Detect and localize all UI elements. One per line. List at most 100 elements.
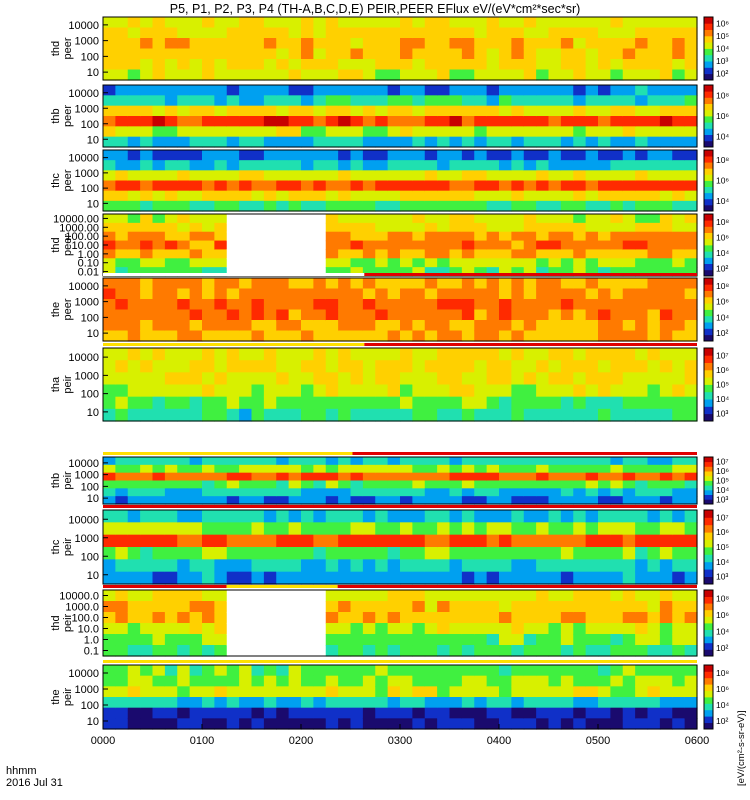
spectrogram-cell: [288, 95, 302, 107]
spectrogram-cell: [325, 675, 339, 687]
spectrogram-cell: [338, 17, 352, 29]
spectrogram-cell: [461, 278, 475, 290]
spectrogram-cell: [585, 222, 599, 233]
spectrogram-cell: [659, 27, 673, 39]
spectrogram-cell: [103, 488, 116, 497]
colorbar-segment: [704, 690, 713, 698]
spectrogram-cell: [412, 464, 426, 474]
spectrogram-cell: [375, 645, 389, 657]
spectrogram-cell: [659, 697, 673, 709]
spectrogram-cell: [115, 160, 129, 171]
spectrogram-cell: [672, 634, 686, 646]
spectrogram-cell: [288, 707, 302, 719]
spectrogram-cell: [511, 348, 525, 361]
spectrogram-cell: [610, 278, 624, 290]
spectrogram-cell: [263, 697, 277, 709]
spectrogram-cell: [536, 472, 550, 482]
spectrogram-cell: [313, 571, 327, 585]
spectrogram-cell: [127, 408, 141, 422]
spectrogram-cell: [226, 612, 240, 624]
spectrogram-cell: [177, 718, 191, 730]
spectrogram-cell: [189, 590, 203, 602]
spectrogram-cell: [610, 464, 624, 474]
spectrogram-cell: [115, 240, 129, 251]
spectrogram-cell: [251, 645, 265, 657]
spectrogram-cell: [511, 267, 525, 277]
spectrogram-cell: [177, 675, 191, 687]
spectrogram-cell: [437, 136, 451, 148]
spectrogram-cell: [338, 267, 352, 277]
spectrogram-cell: [313, 38, 327, 50]
spectrogram-cell: [548, 320, 562, 332]
spectrogram-cell: [598, 85, 611, 96]
spectrogram-cell: [560, 95, 574, 107]
spectrogram-cell: [573, 496, 587, 505]
spectrogram-cell: [610, 665, 624, 677]
spectrogram-cell: [226, 258, 240, 268]
spectrogram-cell: [437, 160, 451, 171]
spectrogram-cell: [585, 372, 599, 386]
spectrogram-cell: [684, 372, 698, 386]
spectrogram-cell: [115, 59, 129, 71]
spectrogram-cell: [659, 160, 673, 171]
spectrogram-cell: [610, 299, 624, 311]
spectrogram-cell: [424, 38, 438, 50]
colorbar-segment: [704, 603, 713, 611]
spectrogram-cell: [585, 408, 599, 422]
spectrogram-cell: [610, 126, 624, 138]
spectrogram-cell: [387, 522, 401, 536]
spectrogram-cell: [313, 686, 327, 698]
spectrogram-cell: [239, 623, 253, 635]
spectrogram-cell: [449, 686, 463, 698]
y-tick-label: 10: [87, 134, 99, 146]
spectrogram-cell: [103, 547, 116, 560]
spectrogram-cell: [622, 675, 636, 687]
spectrogram-cell: [288, 571, 302, 585]
spectrogram-cell: [449, 408, 463, 422]
spectrogram-cell: [338, 190, 352, 202]
spectrogram-cell: [560, 222, 574, 233]
spectrogram-cell: [622, 48, 636, 60]
spectrogram-cell: [474, 480, 488, 489]
spectrogram-cell: [313, 231, 327, 242]
spectrogram-cell: [177, 190, 191, 202]
spectrogram-cell: [103, 309, 116, 321]
spectrogram-cell: [152, 190, 166, 202]
spectrogram-cell: [647, 384, 661, 398]
spectrogram-cell: [362, 222, 376, 233]
spectrogram-cell: [536, 170, 550, 182]
colorbar-frame: [703, 149, 714, 212]
spectrogram-cell: [115, 320, 129, 332]
colorbar-segment: [704, 17, 713, 24]
spectrogram-cell: [375, 547, 389, 560]
spectrogram-cell: [499, 320, 512, 332]
spectrogram-cell: [400, 126, 413, 138]
spectrogram-cell: [437, 190, 451, 202]
spectrogram-cell: [610, 190, 624, 202]
spectrogram-cell: [499, 214, 512, 224]
spectrogram-cell: [177, 258, 191, 268]
spectrogram-cell: [164, 522, 178, 536]
colorbar-tick-label: 10⁵: [716, 380, 729, 390]
spectrogram-cell: [288, 160, 302, 171]
spectrogram-cell: [474, 697, 488, 709]
colorbar-segment: [704, 391, 713, 400]
spectrogram-cell: [387, 27, 401, 39]
spectrogram-cell: [511, 48, 525, 60]
spectrogram-cell: [189, 267, 203, 277]
spectrogram-cell: [313, 348, 327, 361]
spectrogram-cell: [103, 105, 116, 117]
spectrogram-cell: [573, 95, 587, 107]
spectrogram-cell: [424, 686, 438, 698]
spectrogram-cell: [523, 231, 537, 242]
spectrogram-cell: [523, 160, 537, 171]
spectrogram-cell: [103, 464, 116, 474]
spectrogram-cell: [375, 496, 389, 505]
spectrogram-cell: [164, 190, 178, 202]
spectrogram-cell: [437, 686, 451, 698]
x-tick-label: 0200: [289, 735, 313, 747]
spectrogram-cell: [523, 240, 537, 251]
spectrogram-cell: [263, 559, 277, 573]
spectrogram-cell: [499, 38, 512, 50]
spectrogram-cell: [127, 396, 141, 410]
